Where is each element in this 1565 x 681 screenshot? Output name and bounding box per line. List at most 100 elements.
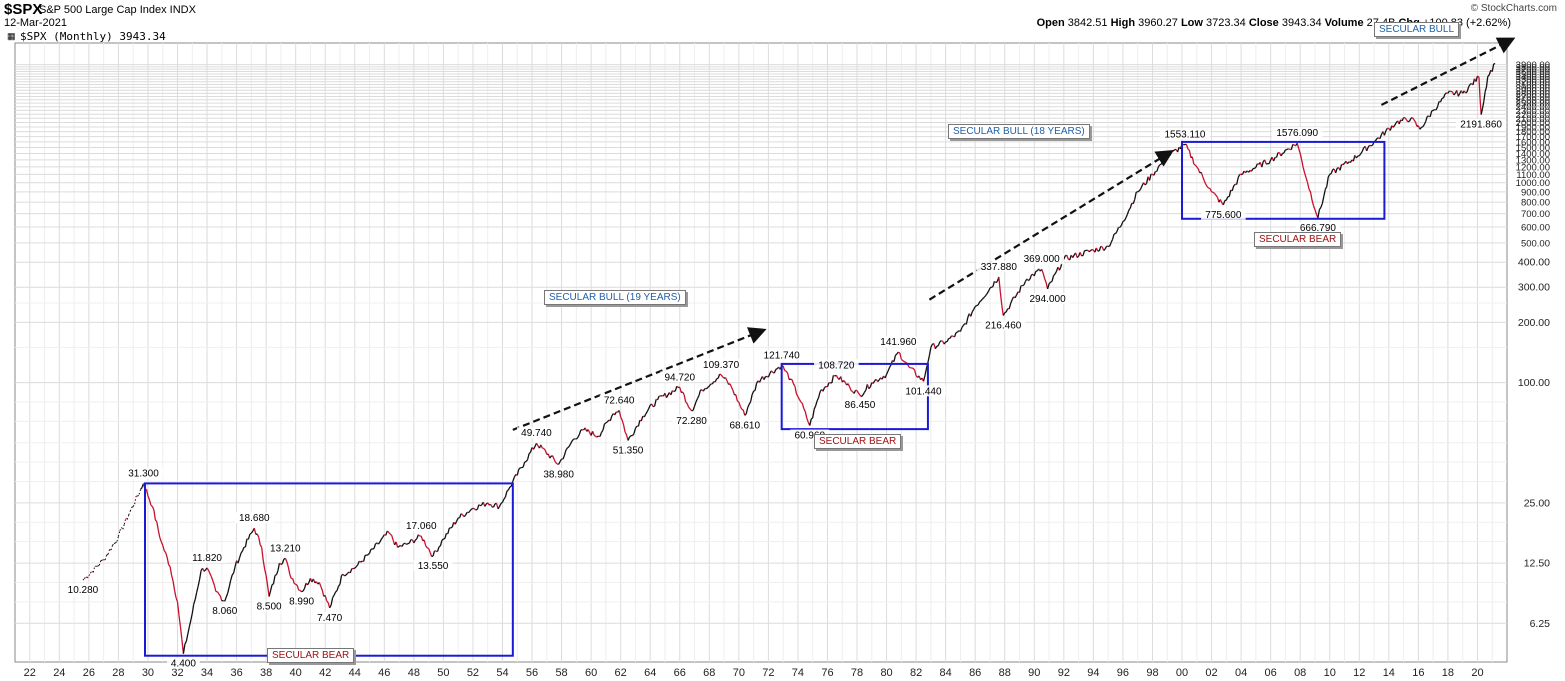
- price-annotation: 1576.090: [1276, 128, 1318, 139]
- price-segment: [1286, 148, 1289, 151]
- price-segment: [522, 461, 526, 468]
- price-segment: [162, 545, 165, 551]
- price-segment: [624, 431, 628, 436]
- price-segment: [1484, 86, 1488, 92]
- price-segment: [633, 428, 637, 434]
- y-tick-label: 2800.00: [1516, 89, 1550, 100]
- price-segment: [683, 394, 687, 403]
- price-segment: [998, 276, 1001, 292]
- price-segment: [535, 442, 539, 447]
- price-segment: [302, 588, 306, 592]
- price-segment: [196, 585, 199, 593]
- annotation-bg: [187, 551, 227, 563]
- price-segment: [185, 633, 189, 642]
- price-annotation: 8.060: [212, 606, 237, 617]
- price-segment: [1360, 151, 1363, 155]
- price-segment: [1407, 120, 1410, 123]
- price-annotation: 13.210: [270, 543, 301, 554]
- price-segment: [451, 522, 455, 528]
- price-segment: [1318, 207, 1322, 211]
- price-segment: [571, 438, 574, 442]
- price-segment: [622, 424, 626, 433]
- price-segment: [1079, 252, 1083, 257]
- price-annotation: 775.600: [1205, 210, 1242, 221]
- price-segment: [1485, 76, 1489, 88]
- price-segment: [117, 530, 121, 537]
- price-segment: [194, 592, 198, 600]
- price-segment: [126, 514, 130, 520]
- x-tick-label: 96: [1117, 667, 1129, 679]
- price-segment: [665, 394, 669, 399]
- price-segment: [1134, 191, 1137, 200]
- secular-bull-arrow: [1380, 37, 1516, 106]
- price-segment: [605, 421, 608, 424]
- price-segment: [460, 513, 463, 516]
- price-segment: [1309, 191, 1313, 201]
- price-segment: [1439, 97, 1443, 103]
- price-segment: [484, 503, 487, 507]
- annotation-bg: [672, 414, 711, 426]
- price-segment: [506, 489, 509, 492]
- price-segment: [1051, 275, 1055, 282]
- price-segment: [262, 559, 266, 570]
- price-segment: [397, 545, 400, 548]
- price-segment: [600, 429, 604, 433]
- price-segment: [1272, 157, 1276, 162]
- price-segment: [337, 583, 341, 587]
- price-segment: [320, 585, 323, 591]
- price-segment: [228, 580, 232, 588]
- price-segment: [438, 545, 441, 548]
- price-segment: [116, 536, 119, 542]
- price-segment: [132, 503, 136, 507]
- price-segment: [558, 461, 561, 465]
- price-annotation: 4.400: [171, 659, 196, 670]
- price-segment: [1361, 147, 1365, 152]
- price-annotation: 49.740: [521, 428, 552, 439]
- price-segment: [417, 534, 421, 537]
- price-annotation: 121.740: [764, 351, 801, 362]
- price-segment: [1320, 203, 1323, 208]
- secular-bear-label: SECULAR BEAR: [814, 434, 902, 449]
- price-segment: [627, 436, 631, 441]
- price-segment: [1296, 143, 1300, 149]
- price-segment: [429, 552, 433, 557]
- price-segment: [284, 558, 288, 562]
- price-annotation: 1553.110: [1164, 129, 1205, 140]
- x-tick-label: 18: [1442, 667, 1454, 679]
- x-tick-label: 88: [999, 667, 1011, 679]
- price-segment: [509, 485, 512, 488]
- price-segment: [1298, 148, 1301, 154]
- price-segment: [336, 586, 340, 591]
- price-segment: [695, 398, 699, 403]
- price-segment: [643, 413, 647, 418]
- price-segment: [230, 574, 233, 581]
- price-segment: [1306, 182, 1310, 190]
- price-segment: [382, 534, 385, 538]
- price-segment: [924, 368, 928, 376]
- price-segment: [989, 286, 992, 289]
- price-segment: [1472, 78, 1476, 85]
- price-segment: [441, 538, 444, 541]
- price-segment: [82, 578, 85, 581]
- price-segment: [1379, 134, 1383, 139]
- price-segment: [467, 510, 471, 514]
- price-segment: [773, 369, 777, 374]
- price-segment: [367, 552, 370, 556]
- x-tick-label: 40: [290, 667, 302, 679]
- price-segment: [299, 589, 303, 593]
- price-segment: [498, 503, 502, 507]
- price-segment: [1264, 159, 1267, 165]
- price-segment: [1406, 119, 1409, 123]
- price-segment: [902, 360, 905, 363]
- y-tick-label: 1400.00: [1516, 149, 1550, 160]
- price-segment: [702, 388, 706, 392]
- price-segment: [526, 453, 530, 460]
- price-segment: [1326, 176, 1329, 187]
- price-segment: [795, 393, 799, 397]
- y-tick-label: 2200.00: [1516, 110, 1550, 121]
- price-segment: [1132, 199, 1136, 204]
- price-segment: [244, 538, 248, 548]
- x-tick-label: 84: [940, 667, 952, 679]
- price-segment: [1481, 101, 1485, 109]
- price-segment: [1116, 227, 1120, 232]
